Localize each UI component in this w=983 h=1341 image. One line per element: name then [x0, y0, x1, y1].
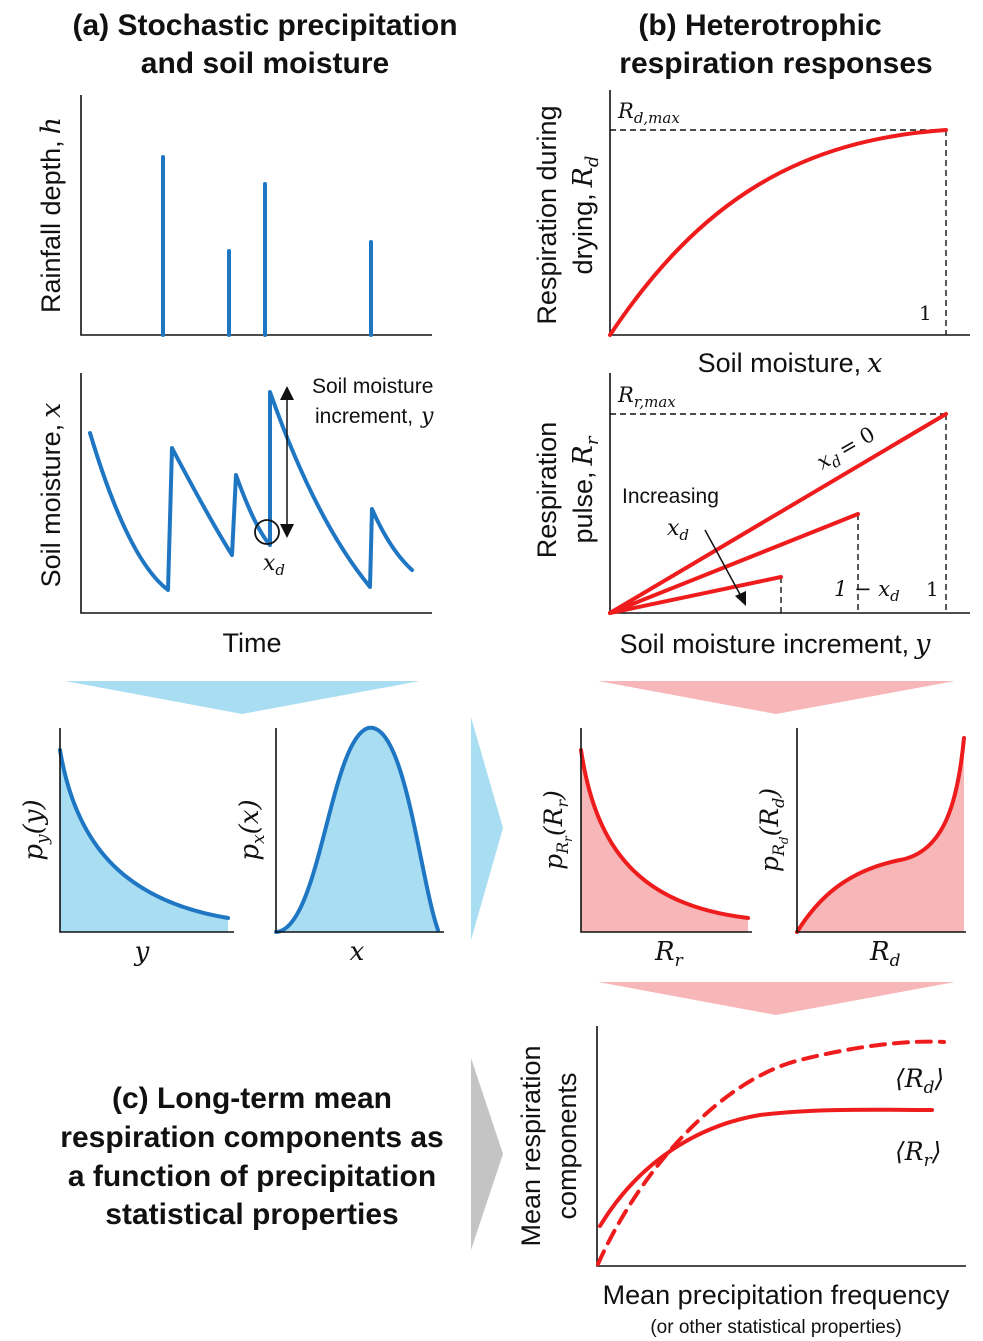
py-curve — [58, 748, 230, 920]
prr-fill — [581, 750, 748, 932]
py-axes — [59, 728, 234, 933]
rd-mean-label: ⟨Rd⟩ — [895, 1064, 944, 1098]
px-xlabel: x — [350, 937, 365, 967]
grey-right-arrow — [471, 1058, 503, 1250]
prd-fill — [797, 738, 964, 932]
rd-mean-curve — [596, 1039, 946, 1266]
xd0-label: xd= 0 — [813, 422, 882, 478]
py-fill — [60, 750, 228, 932]
prr-ylabel: pRr(Rr) — [539, 790, 575, 870]
mean-respiration-plot: ⟨Rd⟩ ⟨Rr⟩ Mean respiration components Me… — [516, 1026, 966, 1338]
prd-curve — [795, 736, 966, 934]
time-label: Time — [223, 628, 282, 658]
prd-ylabel: pRd(Rd) — [755, 788, 791, 872]
rr-line-low — [608, 575, 783, 615]
panel-c-title-line2: respiration components as — [60, 1121, 443, 1154]
mean-axes — [596, 1026, 966, 1267]
prd-plot: pRd(Rd) Rd — [755, 728, 966, 971]
py-ylabel: py(y) — [19, 799, 53, 860]
increment-label-line2: increment, y — [315, 404, 434, 429]
prr-axes — [580, 728, 752, 933]
panel-c-title-line1: (c) Long-term mean — [112, 1082, 392, 1115]
xd-marker — [254, 519, 280, 545]
rd-ylabel-line2: drying,Rd — [568, 156, 603, 275]
px-plot: px(x) x — [235, 725, 444, 967]
rr-ylabel-line1: Respiration — [532, 422, 562, 559]
increasing-var: xd — [667, 516, 689, 544]
rr-ylabel-line2: pulse,Rr — [568, 435, 603, 543]
prd-xlabel: Rd — [869, 937, 901, 971]
one-minus-xd-label: 1 − xd — [834, 577, 900, 605]
increment-arrow-bottom — [280, 524, 294, 538]
blue-down-arrow — [65, 681, 420, 714]
increasing-arrow-head — [735, 591, 746, 606]
rr-mean-curve — [598, 1107, 934, 1228]
rainfall-ylabel: Rainfall depth,h — [36, 117, 67, 313]
panel-c-title-line4: statistical properties — [105, 1198, 398, 1231]
rr-one-label: 1 — [926, 577, 939, 601]
panel-c-title-line3: a function of precipitation — [68, 1160, 436, 1193]
panel-a-title-line2: and soil moisture — [141, 47, 389, 80]
mean-xlabel-sub: (or other statistical properties) — [650, 1317, 901, 1338]
rr-response-plot: Rr,max xd= 0 Increasing xd 1 − xd 1 Resp… — [532, 373, 970, 660]
rd-xlabel: Soil moisture, x — [698, 348, 883, 379]
rd-one-label: 1 — [919, 301, 932, 325]
soil-axes — [80, 373, 432, 614]
px-ylabel: px(x) — [235, 799, 269, 860]
panel-a-title-line1: (a) Stochastic precipitation — [72, 9, 457, 42]
mean-ylabel-line1: Mean respiration — [516, 1045, 546, 1246]
rd-curve — [608, 128, 948, 337]
mean-ylabel-line2: components — [552, 1072, 582, 1219]
rr-line-mid — [608, 512, 860, 615]
px-curve — [274, 725, 440, 934]
prr-curve — [579, 748, 750, 920]
rainfall-axes — [80, 95, 432, 336]
increasing-label: Increasing — [622, 485, 719, 508]
py-plot: py(y) y — [19, 728, 234, 967]
rd-response-plot: Rd,max 1 Respiration during drying,Rd So… — [532, 90, 970, 379]
px-fill — [276, 727, 438, 932]
panel-b-title-line1: (b) Heterotrophic — [638, 9, 881, 42]
increment-arrow-top — [280, 386, 294, 400]
soil-ylabel: Soil moisture,x — [36, 403, 67, 588]
py-xlabel: y — [134, 937, 150, 967]
red-down-arrow-bottom — [598, 982, 955, 1015]
soil-moisture-plot: xd Soil moisture increment, y Soil moistu… — [36, 373, 434, 658]
soil-moisture-trace — [88, 390, 414, 592]
rd-ylabel-line1: Respiration during — [532, 105, 562, 324]
increment-label-line1: Soil moisture — [312, 375, 433, 398]
rr-mean-label: ⟨Rr⟩ — [895, 1137, 941, 1171]
prr-plot: pRr(Rr) Rr — [539, 728, 752, 971]
increasing-arrow — [704, 529, 743, 599]
xd-label: xd — [263, 551, 285, 579]
rd-max-label: Rd,max — [617, 99, 680, 127]
mean-xlabel: Mean precipitation frequency — [603, 1280, 950, 1310]
px-axes — [275, 728, 444, 933]
rr-max-label: Rr,max — [617, 383, 676, 411]
rr-xlabel: Soil moisture increment, y — [620, 629, 932, 660]
prr-xlabel: Rr — [654, 937, 684, 971]
rr-line-xd0 — [608, 412, 948, 615]
panel-b-title-line2: respiration responses — [619, 47, 932, 80]
rainfall-plot: Rainfall depth,h — [36, 95, 432, 337]
red-down-arrow-top — [598, 681, 955, 714]
blue-right-arrow — [471, 717, 503, 940]
prd-axes — [796, 728, 966, 933]
